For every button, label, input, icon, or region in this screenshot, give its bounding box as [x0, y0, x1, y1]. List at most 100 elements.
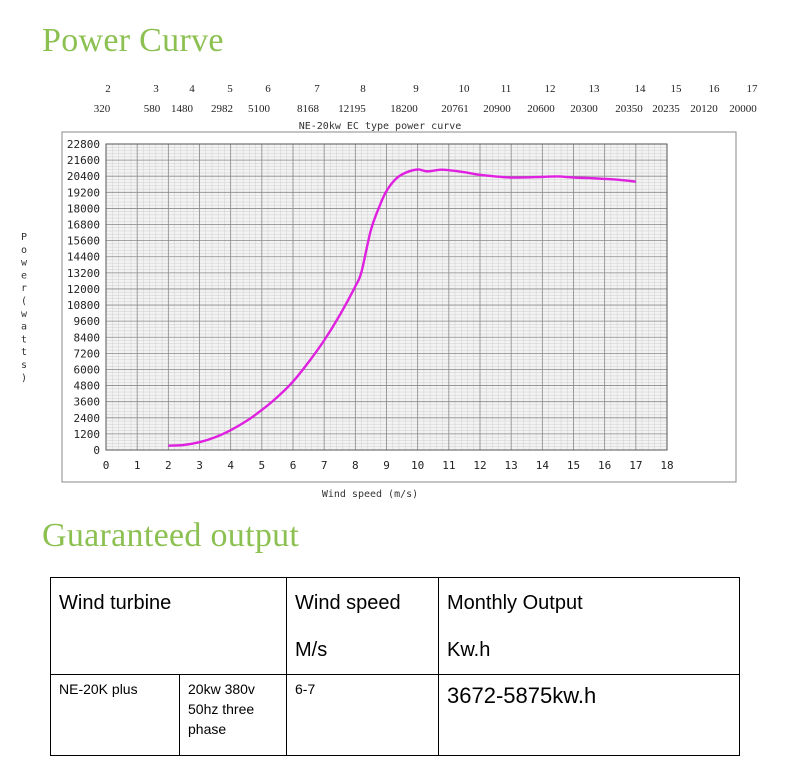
y-axis-label-char: (: [21, 296, 27, 307]
top-power-label: 5100: [248, 103, 270, 115]
top-power-label: 580: [143, 103, 161, 115]
x-tick-label: 14: [536, 459, 550, 472]
y-tick-label: 18000: [67, 202, 100, 215]
top-power-label: 1480: [171, 103, 193, 115]
table-header-row: Wind turbine Wind speed M/s Monthly Outp…: [50, 577, 740, 675]
y-tick-label: 22800: [67, 138, 100, 151]
top-speed-label: 10: [458, 83, 470, 95]
top-power-label: 20350: [615, 103, 643, 115]
x-tick-label: 13: [505, 459, 518, 472]
header-wind-speed: Wind speed M/s: [286, 577, 439, 675]
y-tick-label: 13200: [67, 267, 100, 280]
top-speed-label: 6: [265, 83, 271, 95]
y-tick-label: 20400: [67, 170, 100, 183]
top-power-label: 18200: [390, 103, 418, 115]
chart-title: NE-20kw EC type power curve: [299, 121, 462, 132]
top-power-label: 320: [93, 103, 111, 115]
cell-model: NE-20K plus: [50, 674, 180, 756]
y-tick-label: 2400: [74, 412, 101, 425]
y-axis-label-char: t: [21, 334, 27, 345]
power-curve-line: [168, 168, 636, 447]
top-power-label: 8168: [297, 103, 319, 115]
y-axis-label-char: t: [21, 347, 27, 358]
x-tick-label: 9: [383, 459, 390, 472]
top-power-label: 20235: [652, 103, 680, 115]
x-tick-label: 3: [196, 459, 203, 472]
top-speed-label: 8: [360, 83, 366, 95]
y-axis-label-char: w: [21, 258, 28, 269]
chart-frame: [61, 131, 737, 483]
x-tick-labels: 0 1 2 3 4 5 6 7 8 9 10 11 12 13 14 15 16 17 18: [103, 459, 674, 472]
top-speed-label: 14: [634, 83, 646, 95]
y-axis-label-char: a: [21, 322, 27, 333]
y-axis-label-char: e: [21, 270, 27, 281]
top-speed-label: 17: [746, 83, 758, 95]
y-tick-label: 16800: [67, 219, 100, 232]
top-speed-label: 2: [105, 83, 111, 95]
y-tick-label: 0: [93, 444, 100, 457]
x-tick-label: 4: [227, 459, 234, 472]
y-tick-label: 15600: [67, 235, 100, 248]
y-tick-label: 10800: [67, 299, 100, 312]
y-tick-label: 3600: [74, 396, 101, 409]
header-monthly-output: Monthly Output Kw.h: [438, 577, 740, 675]
y-tick-label: 9600: [74, 315, 101, 328]
x-tick-label: 12: [473, 459, 486, 472]
y-axis-label-char: w: [21, 309, 28, 320]
cell-speed: 6-7: [286, 674, 439, 756]
major-grid: [105, 143, 668, 451]
y-axis-label-char: s: [21, 360, 27, 371]
top-speed-label: 4: [189, 83, 195, 95]
x-tick-label: 2: [165, 459, 172, 472]
y-tick-label: 7200: [74, 347, 101, 360]
cell-spec: 20kw 380v 50hz three phase: [179, 674, 287, 756]
y-tick-label: 4800: [74, 380, 101, 393]
guaranteed-output-table: Wind turbine Wind speed M/s Monthly Outp…: [50, 577, 740, 756]
x-tick-label: 18: [660, 459, 673, 472]
top-speed-labels: 2 3 4 5 6 7 8 9 10 11 12 13 14 15 16 17: [0, 83, 800, 99]
y-tick-label: 19200: [67, 186, 100, 199]
top-power-label: 20600: [527, 103, 555, 115]
top-power-label: 2982: [211, 103, 233, 115]
x-tick-label: 16: [598, 459, 611, 472]
y-axis-label-char: P: [21, 232, 27, 243]
top-speed-label: 13: [588, 83, 600, 95]
top-speed-label: 12: [544, 83, 556, 95]
x-tick-label: 5: [259, 459, 266, 472]
table-row: NE-20K plus 20kw 380v 50hz three phase 6…: [50, 674, 740, 756]
x-tick-label: 0: [103, 459, 110, 472]
y-tick-label: 14400: [67, 251, 100, 264]
x-tick-label: 7: [321, 459, 328, 472]
y-tick-label: 6000: [74, 363, 101, 376]
y-axis-label-char: r: [21, 283, 27, 294]
top-speed-label: 9: [413, 83, 419, 95]
top-power-label: 20120: [690, 103, 718, 115]
y-axis-label-char: ): [21, 373, 27, 384]
top-power-label: 20900: [483, 103, 511, 115]
top-speed-label: 16: [708, 83, 720, 95]
header-turbine: Wind turbine: [50, 577, 287, 675]
y-tick-label: 12000: [67, 283, 100, 296]
top-power-label: 20761: [441, 103, 469, 115]
top-speed-label: 3: [153, 83, 159, 95]
x-tick-label: 15: [567, 459, 580, 472]
y-tick-label: 8400: [74, 331, 101, 344]
y-tick-label: 21600: [67, 154, 100, 167]
cell-output: 3672-5875kw.h: [438, 674, 740, 756]
top-power-label: 20000: [729, 103, 757, 115]
power-curve-heading: Power Curve: [42, 22, 224, 59]
guaranteed-output-heading: Guaranteed output: [42, 517, 300, 554]
x-tick-label: 8: [352, 459, 359, 472]
top-speed-label: 7: [314, 83, 320, 95]
top-speed-label: 5: [227, 83, 233, 95]
x-tick-label: 6: [290, 459, 297, 472]
y-tick-labels: 0 1200 2400 3600 4800 6000 7200 8400 9600 10800 12…: [67, 138, 100, 457]
y-tick-label: 1200: [74, 428, 101, 441]
x-tick-label: 11: [442, 459, 455, 472]
top-speed-label: 15: [670, 83, 682, 95]
top-power-labels: 320 580 1480 2982 5100 8168 12195 18200 …: [0, 103, 800, 119]
y-axis-label-char: o: [21, 245, 27, 256]
x-tick-label: 17: [629, 459, 642, 472]
top-power-label: 20300: [570, 103, 598, 115]
